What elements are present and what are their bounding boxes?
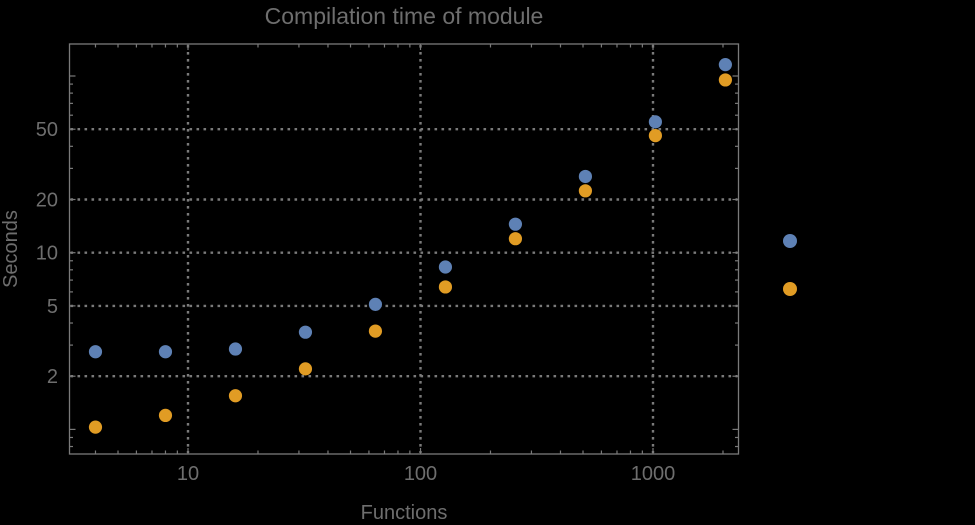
- y-tick-label: 2: [47, 366, 58, 388]
- data-point-blue: [578, 169, 593, 184]
- data-point-orange: [648, 128, 662, 143]
- data-point-orange: [158, 408, 173, 423]
- y-tick-label: 10: [36, 243, 58, 265]
- data-point-orange: [228, 389, 243, 403]
- y-tick-label: 20: [36, 190, 58, 212]
- legend-marker-blue: [783, 234, 797, 248]
- data-point-blue: [88, 345, 103, 359]
- y-axis-label: Seconds: [0, 210, 22, 288]
- data-point-orange: [298, 362, 313, 376]
- data-point-orange: [578, 184, 593, 198]
- data-point-orange: [88, 420, 103, 434]
- x-tick-label: 10: [177, 463, 199, 485]
- data-point-orange: [508, 232, 523, 246]
- data-point-blue: [298, 325, 313, 339]
- x-axis-label: Functions: [361, 502, 448, 524]
- data-point-orange: [438, 280, 453, 294]
- data-point-blue: [508, 217, 523, 231]
- y-tick-label: 50: [36, 119, 58, 141]
- legend-marker-orange: [783, 282, 797, 296]
- y-tick-label: 5: [47, 296, 58, 318]
- data-point-blue: [368, 297, 383, 311]
- data-point-blue: [648, 115, 662, 129]
- data-point-blue: [158, 345, 173, 359]
- data-point-blue: [228, 342, 243, 356]
- data-point-blue: [718, 58, 732, 72]
- data-point-blue: [438, 260, 453, 274]
- data-point-orange: [718, 73, 732, 87]
- x-tick-label: 1000: [631, 463, 676, 485]
- plot-frame: [68, 43, 740, 455]
- x-tick-label: 100: [404, 463, 437, 485]
- plot-title: Compilation time of module: [265, 3, 544, 29]
- data-point-orange: [368, 324, 383, 338]
